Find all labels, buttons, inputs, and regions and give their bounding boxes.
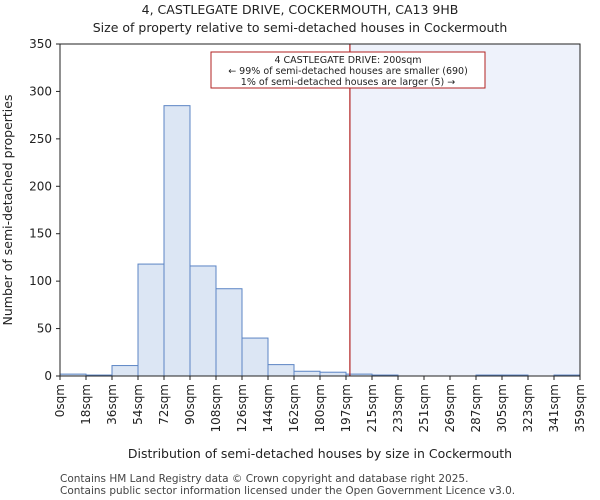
y-axis-label: Number of semi-detached properties — [0, 95, 15, 326]
bar-108sqm — [215, 288, 243, 377]
bar-162sqm — [293, 370, 321, 377]
x-tick-label: 197sqm — [339, 384, 353, 432]
annotation-line-3: 1% of semi-detached houses are larger (5… — [241, 77, 455, 88]
footer-line-2: Contains public sector information licen… — [60, 485, 516, 497]
larger-region-highlight — [349, 44, 580, 376]
bar-180sqm — [319, 371, 347, 377]
y-tick-label: 100 — [29, 274, 52, 288]
x-tick-label: 18sqm — [79, 384, 93, 425]
x-tick-label: 305sqm — [495, 384, 509, 432]
y-tick-label: 150 — [29, 227, 52, 241]
x-tick-label: 287sqm — [469, 384, 483, 432]
y-tick-label: 300 — [29, 84, 52, 98]
annotation-line-1: 4 CASTLEGATE DRIVE: 200sqm — [274, 55, 421, 66]
x-tick-label: 162sqm — [287, 384, 301, 432]
x-tick-label: 144sqm — [261, 384, 275, 432]
annotation-line-2: ← 99% of semi-detached houses are smalle… — [228, 66, 468, 77]
x-tick-label: 36sqm — [105, 384, 119, 425]
x-tick-label: 180sqm — [313, 384, 327, 432]
chart-title: 4, CASTLEGATE DRIVE, COCKERMOUTH, CA13 9… — [141, 2, 459, 17]
x-axis-label: Distribution of semi-detached houses by … — [128, 446, 512, 461]
bar-126sqm — [241, 337, 269, 377]
annotation-box — [210, 51, 486, 89]
x-tick-label: 72sqm — [157, 384, 171, 425]
x-tick-label: 90sqm — [183, 384, 197, 425]
y-tick-label: 50 — [37, 322, 52, 336]
x-tick-label: 359sqm — [573, 384, 587, 432]
bar-90sqm — [189, 265, 217, 377]
bar-72sqm — [163, 105, 191, 377]
bar-36sqm — [111, 365, 139, 377]
y-tick-label: 200 — [29, 179, 52, 193]
x-tick-label: 323sqm — [521, 384, 535, 432]
x-tick-label: 215sqm — [365, 384, 379, 432]
histogram-chart: 0 50 100 150 200 250 300 350 0sqm 18sqm 36sqm 54sq… — [0, 37, 587, 461]
x-tick-label: 108sqm — [209, 384, 223, 432]
x-tick-label: 341sqm — [547, 384, 561, 432]
x-tick-label: 54sqm — [131, 384, 145, 425]
chart-subtitle: Size of property relative to semi-detach… — [92, 20, 508, 35]
x-tick-label: 269sqm — [443, 384, 457, 432]
y-tick-label: 0 — [44, 369, 52, 383]
x-tick-label: 0sqm — [53, 384, 67, 417]
bar-54sqm — [137, 263, 165, 377]
x-tick-label: 126sqm — [235, 384, 249, 432]
x-tick-label: 233sqm — [391, 384, 405, 432]
y-tick-label: 350 — [29, 37, 52, 51]
y-tick-label: 250 — [29, 132, 52, 146]
bar-144sqm — [267, 364, 295, 377]
footer-line-1: Contains HM Land Registry data © Crown c… — [60, 473, 469, 485]
x-tick-label: 251sqm — [417, 384, 431, 432]
plot-frame — [59, 43, 581, 377]
